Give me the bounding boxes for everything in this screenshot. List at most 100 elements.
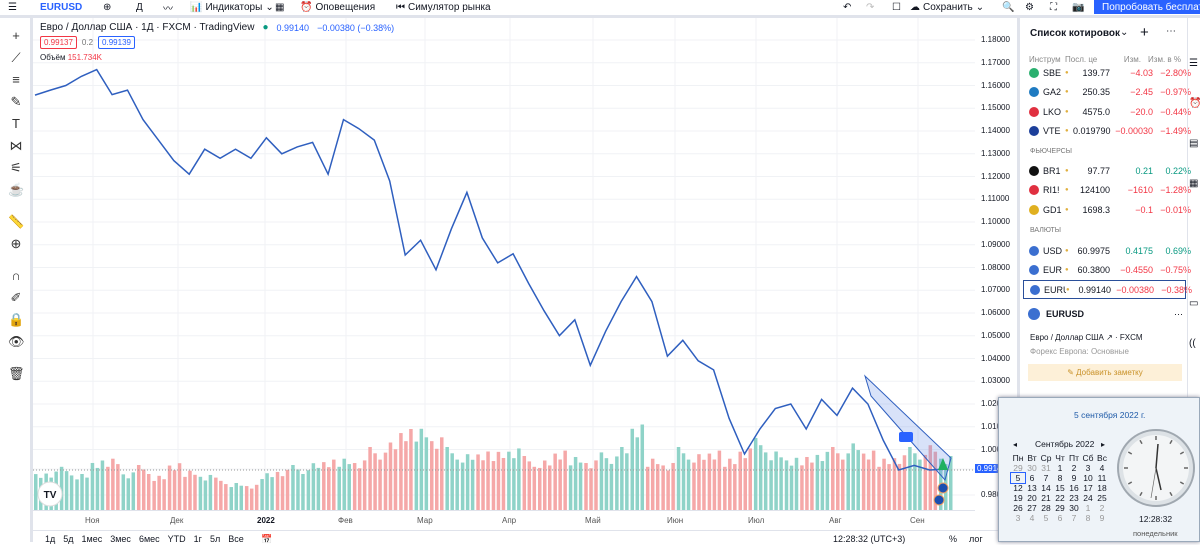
watchlist-row[interactable]: EURU● 0.99140 −0.00380 −0.38% xyxy=(1023,280,1192,299)
more-icon[interactable]: ⋯ xyxy=(1166,26,1176,37)
text-icon[interactable]: T xyxy=(12,116,20,131)
camera-icon[interactable]: 📷 xyxy=(1072,1,1085,13)
ruler-icon[interactable]: 📏 xyxy=(8,214,25,229)
range-button[interactable]: YTD xyxy=(167,534,186,544)
lock-icon[interactable]: 🔒 xyxy=(8,312,25,327)
undo-icon[interactable]: ↶ xyxy=(843,1,852,13)
replay-button[interactable]: ⏮ Симулятор рынка xyxy=(396,0,491,14)
signal-icon[interactable]: (( xyxy=(1189,338,1196,349)
calendar-day[interactable]: 8 xyxy=(1057,473,1063,483)
calendar-day[interactable]: 15 xyxy=(1055,483,1065,493)
watchlist-row[interactable]: GA2 ● 250.35 −2.45 −0.97% xyxy=(1023,83,1191,102)
watchlist-icon[interactable]: ☰ xyxy=(1189,58,1198,69)
range-button[interactable]: 5л xyxy=(209,534,221,544)
range-button[interactable]: 1д xyxy=(45,534,56,544)
calendar-day[interactable]: 14 xyxy=(1041,483,1051,493)
calendar-day[interactable]: 5 xyxy=(1010,472,1026,484)
clock-time[interactable]: 12:28:32 (UTC+3) xyxy=(833,534,906,544)
calendar-day[interactable]: 20 xyxy=(1027,493,1037,503)
col-symbol[interactable]: Инструм xyxy=(1029,55,1061,64)
calendar-next-icon[interactable]: ▸ xyxy=(1101,440,1106,449)
trendline-icon[interactable]: ⟋ xyxy=(11,50,21,65)
calendar-day[interactable]: 6 xyxy=(1057,513,1063,523)
calendar-day[interactable]: 9 xyxy=(1099,513,1105,523)
calendar-day[interactable]: 30 xyxy=(1069,503,1079,513)
calendar-day[interactable]: 27 xyxy=(1027,503,1037,513)
bid-button[interactable]: 0.99137 xyxy=(40,36,77,49)
goto-date-icon[interactable]: 📅 xyxy=(261,534,273,544)
calendar-day[interactable]: 19 xyxy=(1013,493,1023,503)
col-last[interactable]: Посл. це xyxy=(1065,55,1098,64)
col-change[interactable]: Изм. xyxy=(1123,55,1141,64)
log-toggle[interactable]: лог xyxy=(969,534,983,544)
price-chart[interactable]: TV xyxy=(33,18,975,510)
calendar-day[interactable]: 4 xyxy=(1099,463,1105,473)
watchlist-row[interactable]: LKO ● 4575.0 −20.0 −0.44% xyxy=(1023,102,1191,121)
flag-marker-icon[interactable] xyxy=(899,432,913,442)
percent-toggle[interactable]: % xyxy=(949,534,958,544)
brush-icon[interactable]: ✎ xyxy=(10,94,22,109)
magnet-icon[interactable]: ∩ xyxy=(11,268,21,283)
watchlist-row[interactable]: BR1 ● 97.77 0.21 0.22% xyxy=(1023,161,1191,180)
calendar-day[interactable]: 25 xyxy=(1097,493,1107,503)
chat-icon[interactable]: ▭ xyxy=(1189,298,1199,309)
range-button[interactable]: 3мес xyxy=(110,534,131,544)
watchlist-row[interactable]: VTE ● 0.019790 −0.00030 −1.49% xyxy=(1023,122,1191,141)
fib-icon[interactable]: ≡ xyxy=(12,72,20,87)
settings-gear-icon[interactable]: ⚙ xyxy=(1025,1,1034,13)
calendar-day[interactable]: 29 xyxy=(1055,503,1065,513)
trash-icon[interactable]: 🗑 xyxy=(8,366,25,381)
time-axis[interactable]: Ноя Дек 2022 Фев Мар Апр Май Июн Июл Авг Сен xyxy=(33,510,975,528)
range-button[interactable]: Все xyxy=(228,534,244,544)
redo-icon[interactable]: ↷ xyxy=(866,1,875,13)
interval-button[interactable]: Д xyxy=(136,1,143,13)
calendar-day[interactable]: 28 xyxy=(1041,503,1051,513)
calendar-day[interactable]: 2 xyxy=(1099,503,1105,513)
calendar-day[interactable]: 12 xyxy=(1013,483,1023,493)
details-name[interactable]: Евро / Доллар США xyxy=(1030,333,1104,342)
calendar-day[interactable]: 9 xyxy=(1071,473,1077,483)
calendar-day[interactable]: 1 xyxy=(1057,463,1063,473)
calendar-prev-icon[interactable]: ◂ xyxy=(1013,440,1018,449)
calendar-day[interactable]: 3 xyxy=(1015,513,1021,523)
lock-drawing-icon[interactable]: ✐ xyxy=(10,290,22,305)
calendar-day[interactable]: 31 xyxy=(1041,463,1051,473)
calendar-day[interactable]: 29 xyxy=(1013,463,1023,473)
watchlist-row[interactable]: GD1 ● 1698.3 −0.1 −0.01% xyxy=(1023,200,1191,219)
alerts-button[interactable]: ⏰ Оповещения xyxy=(300,0,375,14)
pattern-icon[interactable]: ⋈ xyxy=(9,138,23,153)
price-axis[interactable]: 1.18000 1.17000 1.16000 1.15000 1.14000 1.130… xyxy=(975,18,1015,510)
calendar-day[interactable]: 7 xyxy=(1071,513,1077,523)
calendar-day[interactable]: 21 xyxy=(1041,493,1051,503)
watchlist-row[interactable]: RI1! ● 124100 −1610 −1.28% xyxy=(1023,181,1191,200)
icons-tool-icon[interactable]: ☕ xyxy=(8,182,25,197)
news-icon[interactable]: ▤ xyxy=(1189,138,1199,149)
details-more-icon[interactable]: ⋯ xyxy=(1174,308,1183,319)
add-note-button[interactable]: ✎ Добавить заметку xyxy=(1028,364,1182,381)
event-marker-icon[interactable] xyxy=(937,482,949,494)
chevron-down-icon[interactable]: ⌄ xyxy=(1120,27,1129,38)
tradingview-logo[interactable]: TV xyxy=(37,481,63,507)
calendar-day[interactable]: 23 xyxy=(1069,493,1079,503)
save-button[interactable]: ☁ Сохранить ⌄ xyxy=(910,1,985,13)
calendar-day[interactable]: 22 xyxy=(1055,493,1065,503)
calendar-day[interactable]: 13 xyxy=(1027,483,1037,493)
calendar-day[interactable]: 16 xyxy=(1069,483,1079,493)
indicators-button[interactable]: 📊 Индикаторы ⌄ xyxy=(190,1,274,13)
range-button[interactable]: 1г xyxy=(193,534,202,544)
symbol-search-button[interactable]: EURUSD xyxy=(40,0,82,14)
col-change-pct[interactable]: Изм. в % xyxy=(1148,55,1181,64)
calendar-day[interactable]: 1 xyxy=(1085,503,1091,513)
eye-icon[interactable]: 👁 xyxy=(8,334,25,349)
calendar-day[interactable]: 3 xyxy=(1085,463,1091,473)
chart-type-icon[interactable]: 〰 xyxy=(163,3,173,15)
fullscreen-icon[interactable]: ⛶ xyxy=(1050,1,1057,13)
alerts-icon[interactable]: ⏰ xyxy=(1189,98,1200,109)
watchlist-row[interactable]: SBE ● 139.77 −4.03 −2.80% xyxy=(1023,63,1191,82)
crosshair-icon[interactable]: + xyxy=(12,28,20,43)
calendar-day[interactable]: 24 xyxy=(1083,493,1093,503)
menu-icon[interactable]: ☰ xyxy=(8,1,17,13)
range-button[interactable]: 1мес xyxy=(81,534,103,544)
event-marker-icon[interactable] xyxy=(933,494,945,506)
calendar-day[interactable]: 4 xyxy=(1029,513,1035,523)
